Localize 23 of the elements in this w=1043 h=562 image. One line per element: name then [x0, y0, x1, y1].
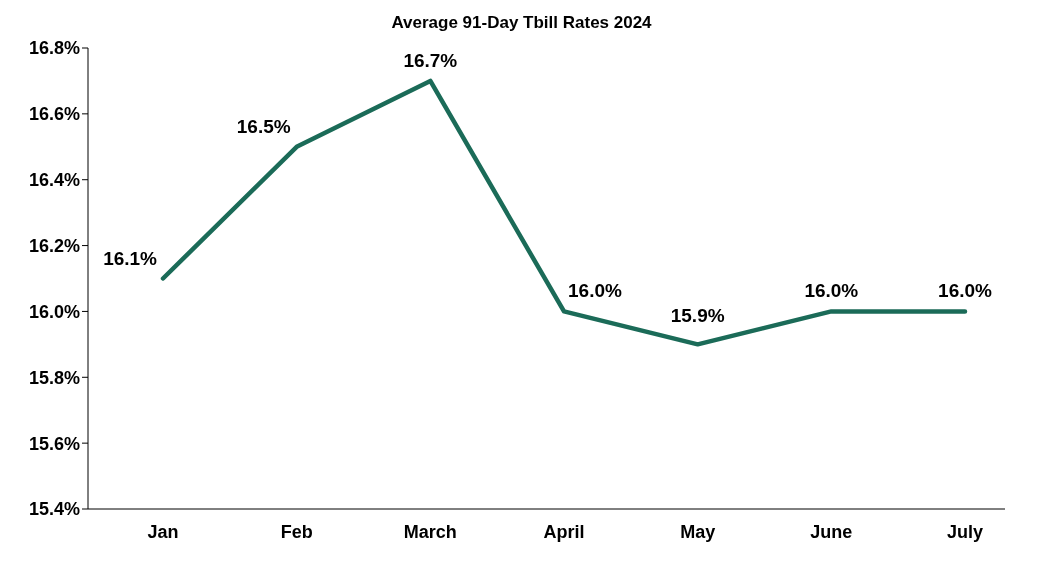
y-tick-label: 16.2% — [28, 235, 80, 256]
x-tick-label: March — [403, 521, 457, 542]
x-tick-label: Feb — [280, 521, 313, 542]
x-tick-label: May — [680, 521, 716, 542]
x-tick-label: July — [946, 521, 984, 542]
data-label: 16.1% — [103, 247, 158, 269]
data-label: 16.7% — [403, 49, 458, 71]
x-tick-label: April — [543, 521, 585, 542]
y-tick-label: 16.8% — [28, 38, 80, 59]
data-label: 15.9% — [670, 305, 725, 327]
y-tick-label: 16.0% — [28, 301, 80, 322]
x-tick-label: June — [810, 521, 853, 542]
y-tick-label: 15.4% — [28, 499, 80, 520]
data-label: 16.5% — [236, 115, 291, 137]
chart-title: Average 91-Day Tbill Rates 2024 — [390, 12, 653, 34]
y-tick-label: 16.4% — [28, 170, 80, 191]
data-label: 16.0% — [568, 280, 622, 302]
y-tick-label: 15.6% — [28, 433, 80, 454]
x-tick-label: Jan — [147, 521, 179, 542]
data-label: 16.0% — [938, 280, 993, 302]
data-label: 16.0% — [804, 280, 859, 302]
y-tick-label: 15.8% — [28, 367, 80, 388]
y-tick-label: 16.6% — [28, 104, 80, 125]
